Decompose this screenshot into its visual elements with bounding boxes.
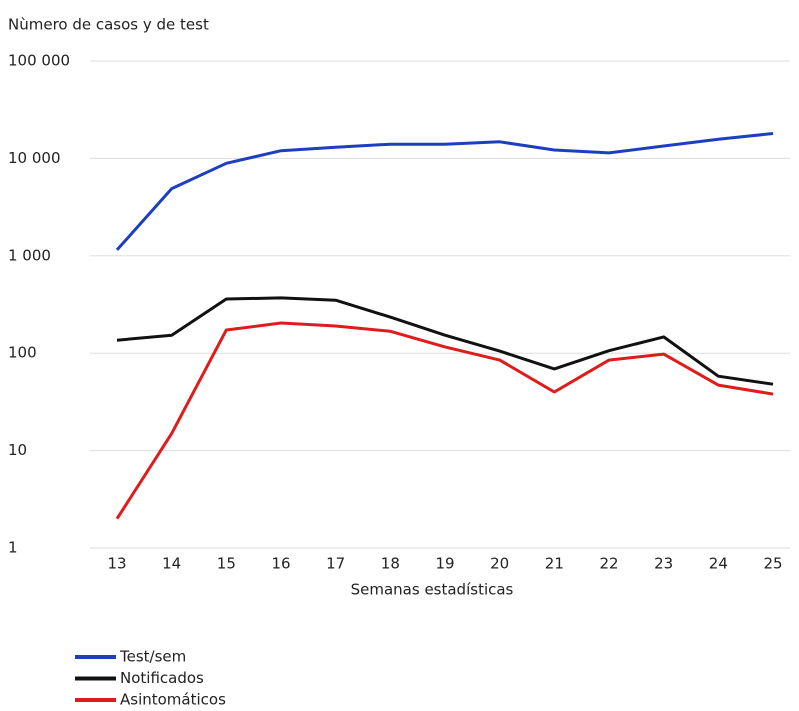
x-tick-label: 24	[709, 555, 728, 573]
x-tick-label: 15	[217, 555, 236, 573]
x-tick-label: 21	[545, 555, 564, 573]
y-tick-label: 10	[8, 441, 27, 459]
y-tick-label: 1	[8, 539, 18, 557]
y-tick-label: 100	[8, 344, 37, 362]
x-tick-label: 13	[107, 555, 126, 573]
x-tick-label: 23	[654, 555, 673, 573]
x-tick-label: 18	[381, 555, 400, 573]
x-tick-label: 16	[271, 555, 290, 573]
x-axis-label: Semanas estadísticas	[351, 581, 514, 599]
y-tick-label: 10 000	[8, 149, 61, 167]
x-tick-label: 19	[435, 555, 454, 573]
x-tick-label: 20	[490, 555, 509, 573]
y-tick-label: 1 000	[8, 246, 51, 264]
chart-title: Nùmero de casos y de test	[8, 16, 209, 34]
series-line	[115, 321, 774, 520]
y-tick-label: 100 000	[8, 52, 70, 70]
x-tick-label: 25	[763, 555, 782, 573]
legend-label: Test/sem	[119, 648, 186, 666]
legend-label: Asintomáticos	[120, 691, 226, 709]
series-line	[116, 296, 774, 386]
x-tick-label: 17	[326, 555, 345, 573]
x-tick-label: 14	[162, 555, 181, 573]
x-tick-label: 22	[599, 555, 618, 573]
series-line	[115, 132, 774, 251]
legend-label: Notificados	[120, 669, 204, 687]
